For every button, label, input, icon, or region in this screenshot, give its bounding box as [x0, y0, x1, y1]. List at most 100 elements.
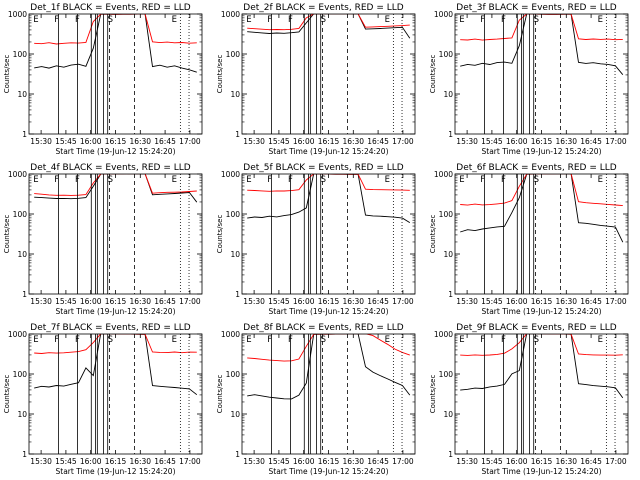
x-tick-label: 16:30: [129, 297, 151, 306]
x-tick-label: 15:45: [55, 457, 77, 466]
x-axis-label: Start Time (19-Jun-12 15:24:20): [56, 467, 176, 476]
marker-label: F: [75, 15, 80, 25]
detector-panel: Det_6f BLACK = Events, RED = LLD E F F S E 1 10…: [426, 160, 639, 320]
y-axis-label: Counts/sec: [3, 55, 11, 94]
marker-label: F: [480, 175, 485, 185]
detector-panel: Det_3f BLACK = Events, RED = LLD E F F S E 1 10…: [426, 0, 639, 160]
y-tick-label: 1: [22, 450, 27, 459]
y-tick-label: 1: [22, 290, 27, 299]
x-tick-label: 16:15: [318, 297, 340, 306]
series-line: [34, 334, 197, 354]
marker-label: S: [108, 15, 113, 25]
y-tick-label: 1000: [434, 10, 453, 19]
marker-label: E: [246, 15, 251, 25]
x-tick-label: 15:45: [55, 137, 77, 146]
marker-label: E: [246, 335, 251, 345]
x-tick-label: 16:45: [367, 297, 389, 306]
plot-frame: [454, 333, 629, 455]
x-tick-label: 16:30: [555, 457, 577, 466]
x-tick-label: 17:00: [392, 297, 414, 306]
marker-label: F: [54, 335, 59, 345]
x-tick-label: 17:00: [179, 297, 201, 306]
x-tick-label: 16:30: [342, 457, 364, 466]
y-tick-label: 1: [235, 130, 240, 139]
x-axis-label: Start Time (19-Jun-12 15:24:20): [269, 307, 389, 316]
x-tick-label: 16:00: [80, 297, 102, 306]
y-tick-label: 1: [22, 130, 27, 139]
x-tick-label: 17:00: [605, 137, 627, 146]
detector-panel: Det_7f BLACK = Events, RED = LLD E F F S E 1 10…: [0, 320, 213, 480]
chart-svg: Det_2f BLACK = Events, RED = LLD E F F S E 1 10…: [216, 3, 416, 156]
x-axis-label: Start Time (19-Jun-12 15:24:20): [56, 307, 176, 316]
y-tick-label: 10: [230, 90, 240, 99]
marker-label: F: [480, 335, 485, 345]
marker-label: S: [534, 335, 539, 345]
marker-label: F: [480, 15, 485, 25]
y-tick-label: 100: [13, 370, 28, 379]
x-tick-label: 16:00: [506, 137, 528, 146]
marker-label: F: [501, 335, 506, 345]
marker-label: F: [501, 175, 506, 185]
y-tick-label: 1: [235, 290, 240, 299]
marker-label: S: [108, 175, 113, 185]
y-tick-label: 100: [13, 50, 28, 59]
x-tick-label: 16:30: [555, 297, 577, 306]
plot-frame: [241, 333, 416, 455]
series-group: [460, 334, 624, 399]
y-tick-label: 1: [448, 130, 453, 139]
x-axis-label: Start Time (19-Jun-12 15:24:20): [269, 147, 389, 156]
y-tick-label: 1: [448, 290, 453, 299]
y-tick-label: 10: [443, 90, 453, 99]
y-tick-label: 100: [13, 210, 28, 219]
x-tick-label: 16:00: [80, 457, 102, 466]
chart-title: Det_1f BLACK = Events, RED = LLD: [30, 3, 190, 13]
chart-title: Det_5f BLACK = Events, RED = LLD: [243, 163, 403, 173]
x-tick-label: 15:30: [456, 457, 478, 466]
chart-title: Det_3f BLACK = Events, RED = LLD: [456, 3, 616, 13]
x-tick-label: 16:45: [367, 457, 389, 466]
x-tick-label: 16:15: [531, 137, 553, 146]
series-line: [460, 334, 623, 356]
x-tick-label: 15:30: [30, 297, 52, 306]
series-line: [460, 334, 624, 399]
y-axis-label: Counts/sec: [429, 55, 437, 94]
marker-label: E: [459, 15, 464, 25]
series-group: [34, 334, 198, 396]
y-tick-label: 100: [226, 210, 241, 219]
marker-label: E: [172, 15, 177, 25]
x-axis-label: Start Time (19-Jun-12 15:24:20): [482, 467, 602, 476]
marker-label: E: [598, 335, 603, 345]
marker-label: E: [33, 15, 38, 25]
series-group: [460, 174, 624, 243]
x-tick-label: 16:00: [506, 457, 528, 466]
marker-label: F: [75, 335, 80, 345]
x-axis-label: Start Time (19-Jun-12 15:24:20): [482, 307, 602, 316]
plot-frame: [241, 173, 416, 295]
chart-title: Det_4f BLACK = Events, RED = LLD: [30, 163, 190, 173]
y-tick-label: 1: [448, 450, 453, 459]
marker-label: E: [172, 335, 177, 345]
y-axis-label: Counts/sec: [3, 215, 11, 254]
chart-svg: Det_9f BLACK = Events, RED = LLD E F F S E 1 10…: [429, 323, 629, 476]
marker-label: E: [385, 15, 390, 25]
marker-label: F: [267, 15, 272, 25]
chart-title: Det_6f BLACK = Events, RED = LLD: [456, 163, 616, 173]
chart-svg: Det_6f BLACK = Events, RED = LLD E F F S E 1 10…: [429, 163, 629, 316]
x-tick-label: 16:00: [293, 297, 315, 306]
marker-label: F: [75, 175, 80, 185]
x-tick-label: 17:00: [179, 137, 201, 146]
x-tick-label: 16:45: [154, 297, 176, 306]
chart-title: Det_8f BLACK = Events, RED = LLD: [243, 323, 403, 333]
chart-svg: Det_5f BLACK = Events, RED = LLD E F F S E 1 10…: [216, 163, 416, 316]
x-tick-label: 15:30: [456, 137, 478, 146]
marker-label: F: [501, 15, 506, 25]
x-tick-label: 16:15: [531, 297, 553, 306]
plot-frame: [454, 173, 629, 295]
chart-svg: Det_8f BLACK = Events, RED = LLD E F F S E 1 10…: [216, 323, 416, 476]
plot-frame: [454, 13, 629, 135]
chart-svg: Det_3f BLACK = Events, RED = LLD E F F S E 1 10…: [429, 3, 629, 156]
x-tick-label: 15:30: [456, 297, 478, 306]
x-axis-label: Start Time (19-Jun-12 15:24:20): [482, 147, 602, 156]
series-line: [460, 174, 624, 243]
